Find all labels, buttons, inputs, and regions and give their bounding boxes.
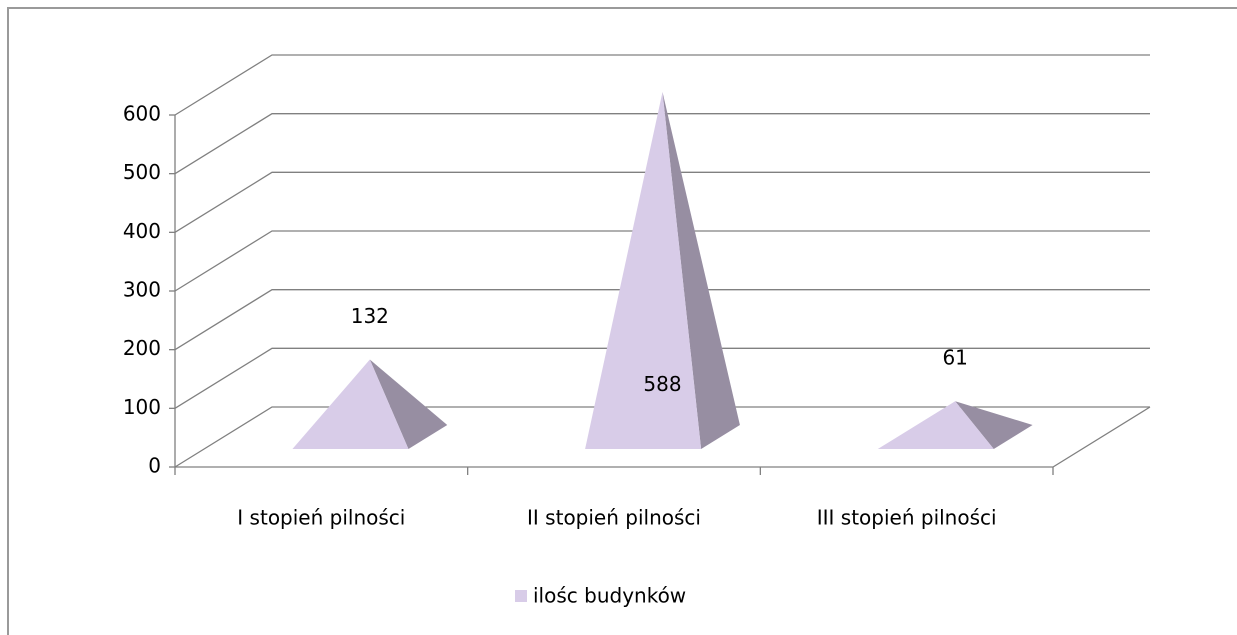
y-tick-label: 0 (148, 454, 161, 478)
y-tick-label: 400 (123, 219, 161, 243)
data-label: 61 (942, 346, 967, 370)
y-tick-label: 500 (123, 160, 161, 184)
grid-line (174, 289, 1150, 351)
y-tick-label: 300 (123, 278, 161, 302)
legend-label: ilośc budynków (533, 584, 686, 608)
grid-line (174, 230, 1150, 292)
x-tick-label: III stopień pilności (817, 506, 997, 530)
pyramid-side (369, 359, 448, 449)
y-tick-label: 600 (123, 102, 161, 126)
pyramid-shade (955, 401, 1033, 449)
chart-border (7, 7, 1237, 635)
x-tick-label: I stopień pilności (237, 506, 405, 530)
pyramid-side (955, 401, 1033, 449)
pyramid-shade (369, 359, 448, 449)
grid-line (174, 347, 1150, 409)
pyramid-shade (662, 92, 740, 449)
grid-line (174, 406, 1150, 468)
pyramid-front (292, 359, 409, 449)
data-label: 588 (643, 372, 681, 396)
legend-swatch (515, 590, 527, 602)
x-tick-label: II stopień pilności (527, 506, 701, 530)
pyramid-front (877, 401, 994, 449)
grid-line (174, 171, 1150, 233)
y-tick-label: 100 (123, 395, 161, 419)
y-tick-label: 200 (123, 336, 161, 360)
grid-line (174, 54, 1150, 116)
data-label: 132 (351, 304, 389, 328)
pyramid-front (585, 92, 702, 449)
pyramid-side (662, 92, 740, 449)
grid-line (174, 113, 1150, 175)
